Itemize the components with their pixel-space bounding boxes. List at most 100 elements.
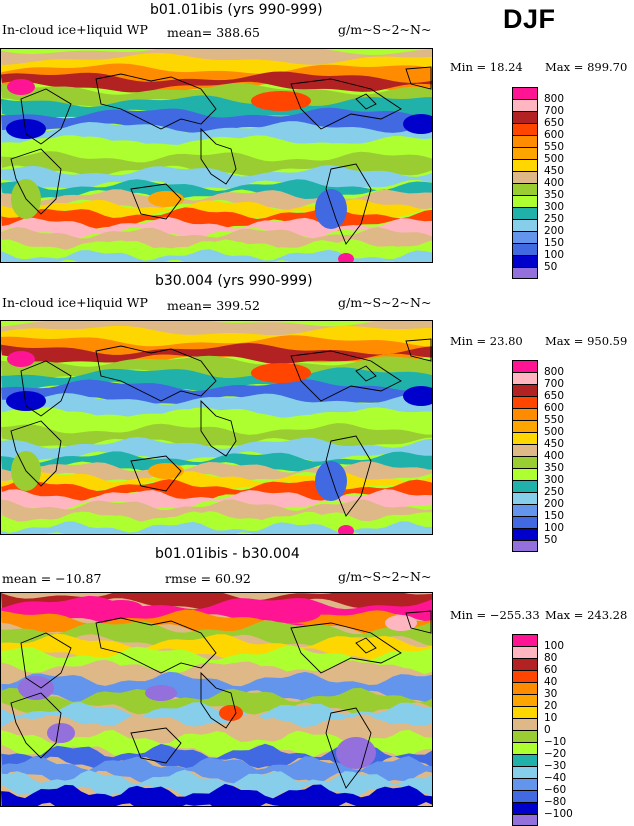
contour-patch <box>403 114 432 134</box>
contour-patch <box>338 253 354 262</box>
colorbar-swatch <box>512 432 538 444</box>
panel-1-mean: mean= 388.65 <box>167 25 260 40</box>
panel-2-map <box>0 320 433 535</box>
contour-band <box>1 713 432 746</box>
coastline <box>290 622 402 674</box>
colorbar-level-label: 300 <box>544 474 565 486</box>
coastline <box>20 360 72 417</box>
panel-1-colorbar-labels: 800 700 650 600 550 500 450 400 350 300 250 200 150 1… <box>544 87 565 273</box>
colorbar-level-label: 400 <box>544 450 565 462</box>
panel-1-units: g/m~S~2~N~ <box>338 22 432 37</box>
colorbar-swatch <box>512 99 538 111</box>
panel-3-mean: mean = −10.87 <box>2 571 102 586</box>
colorbar-swatch <box>512 730 538 742</box>
coastline <box>325 435 372 517</box>
colorbar-swatch <box>512 456 538 468</box>
coastline <box>10 148 62 215</box>
colorbar-level-label: 60 <box>544 664 558 676</box>
contour-band <box>1 199 432 221</box>
contour-band <box>1 729 432 758</box>
contour-band <box>1 521 432 534</box>
colorbar-level-label: −100 <box>544 808 573 820</box>
coastline <box>95 345 217 402</box>
coastline <box>200 671 237 729</box>
colorbar-swatch <box>512 802 538 814</box>
colorbar-level-label: 550 <box>544 414 565 426</box>
coastline <box>355 637 377 654</box>
contour-band <box>1 95 432 121</box>
coastline <box>130 455 182 492</box>
panel-1-colorbar <box>512 87 538 279</box>
colorbar-swatch <box>512 694 538 706</box>
colorbar-swatch <box>512 504 538 516</box>
panel-3-units: g/m~S~2~N~ <box>338 569 432 584</box>
coastline <box>10 420 62 487</box>
panel-1-min: Min = 18.24 <box>450 60 523 74</box>
colorbar-level-label: 500 <box>544 153 565 165</box>
colorbar-level-label: −30 <box>544 760 567 772</box>
colorbar-level-label: −80 <box>544 796 567 808</box>
contour-band <box>1 189 432 211</box>
coastline <box>200 399 237 457</box>
colorbar-level-label: 40 <box>544 676 558 688</box>
colorbar-level-label: −10 <box>544 736 567 748</box>
colorbar-swatch <box>512 444 538 456</box>
coastline <box>290 78 402 130</box>
panel-1-max: Max = 899.70 <box>545 60 628 74</box>
coastline <box>20 88 72 145</box>
contour-band <box>1 343 432 364</box>
contour-band <box>1 755 432 784</box>
colorbar-swatch <box>512 658 538 670</box>
colorbar-swatch <box>512 384 538 396</box>
coastline <box>95 73 217 130</box>
colorbar-swatch <box>512 766 538 778</box>
colorbar-swatch <box>512 540 538 552</box>
colorbar-level-label: 150 <box>544 510 565 522</box>
contour-band <box>1 151 432 177</box>
contour-patch <box>385 615 417 631</box>
colorbar-swatch <box>512 706 538 718</box>
contour-band <box>1 461 432 483</box>
contour-band <box>1 645 432 676</box>
colorbar-level-label: 250 <box>544 213 565 225</box>
colorbar-swatch <box>512 468 538 480</box>
contour-band <box>1 407 432 435</box>
contour-band <box>1 783 432 806</box>
colorbar-swatch <box>512 183 538 195</box>
colorbar-swatch <box>512 670 538 682</box>
coastline <box>200 127 237 185</box>
colorbar-swatch <box>512 718 538 730</box>
contour-patch <box>261 603 321 623</box>
contour-band <box>1 393 432 419</box>
contour-patch <box>99 600 143 616</box>
contour-band <box>1 217 432 239</box>
colorbar-swatch <box>512 754 538 766</box>
panel-2-title: b30.004 (yrs 990-999) <box>155 273 313 289</box>
colorbar-level-label: 450 <box>544 165 565 177</box>
colorbar-swatch <box>512 814 538 826</box>
colorbar-swatch <box>512 420 538 432</box>
contour-band <box>1 659 432 688</box>
colorbar-level-label: 700 <box>544 378 565 390</box>
colorbar-level-label: 100 <box>544 522 565 534</box>
contour-band <box>1 687 432 716</box>
contour-band <box>1 227 432 251</box>
colorbar-swatch <box>512 219 538 231</box>
colorbar-swatch <box>512 646 538 658</box>
panel-3-colorbar-labels: 100 80 60 40 30 20 10 0 −10 −20 −30 −40 −60 −80 −100 <box>544 634 573 820</box>
colorbar-level-label: 300 <box>544 201 565 213</box>
contour-patch <box>6 119 46 139</box>
colorbar-swatch <box>512 243 538 255</box>
colorbar-level-label: 400 <box>544 177 565 189</box>
colorbar-swatch <box>512 111 538 123</box>
contour-patch <box>219 705 243 721</box>
panel-3-colorbar <box>512 634 538 826</box>
contour-band <box>1 489 432 511</box>
contour-patch <box>6 391 46 411</box>
colorbar-level-label: 80 <box>544 652 558 664</box>
colorbar-swatch <box>512 147 538 159</box>
colorbar-level-label: 0 <box>544 724 551 736</box>
colorbar-level-label: 100 <box>544 640 565 652</box>
contour-patch <box>148 463 184 479</box>
coastline <box>325 707 372 789</box>
